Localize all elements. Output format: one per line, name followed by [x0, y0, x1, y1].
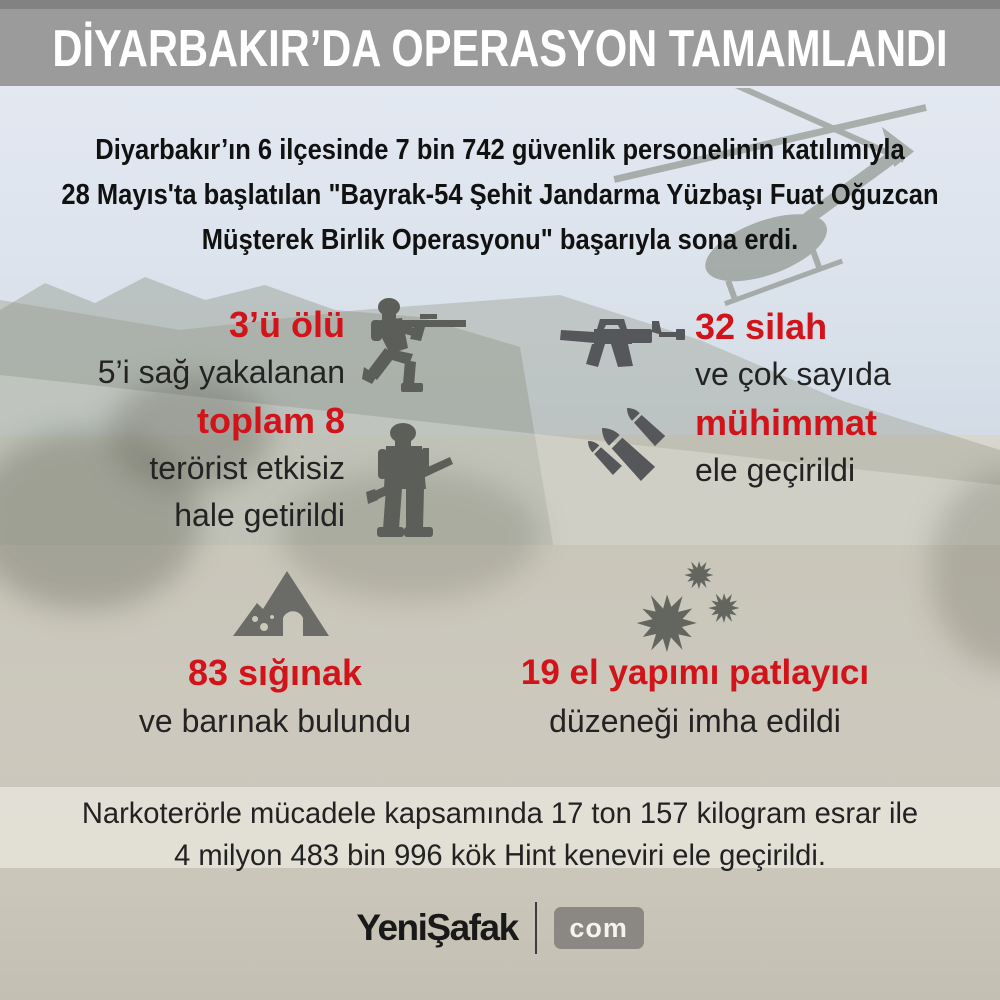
terrorists-neutralized-text-1: terörist etkisiz [149, 450, 345, 486]
com-badge: com [553, 907, 644, 949]
background-soldier-blur [0, 430, 200, 610]
intro-line-3: Müşterek Birlik Operasyonu" başarıyla so… [201, 224, 799, 256]
yenisafak-logo: YeniŞafak [356, 907, 519, 948]
logo-divider [534, 902, 537, 954]
header-bar: DİYARBAKIR’DA OPERASYON TAMAMLANDI [0, 0, 1000, 86]
weapons-count: 32 silah [695, 306, 828, 347]
page-title: DİYARBAKIR’DA OPERASYON TAMAMLANDI [52, 20, 948, 78]
narcotics-line-2: 4 milyon 483 bin 996 kök Hint keneviri e… [174, 839, 826, 872]
narcotics-band [0, 787, 1000, 868]
narcotics-paragraph: Narkoterörle mücadele kapsamında 17 ton … [0, 793, 1000, 877]
intro-line-2: 28 Mayıs'ta başlatılan "Bayrak-54 Şehit … [61, 179, 939, 211]
shelters-stat-block: 83 sığınak ve barınak bulundu [85, 648, 465, 745]
weapons-stat-block: 32 silah ve çok sayıda mühimmat ele geçi… [695, 302, 995, 494]
shelters-count: 83 sığınak [187, 652, 363, 693]
explosions-icon [636, 561, 740, 653]
explosives-destroyed-text: düzeneği imha edildi [549, 703, 841, 739]
intro-line-1: Diyarbakır’ın 6 ilçesinde 7 bin 742 güve… [95, 134, 905, 166]
ammunition-label: mühimmat [695, 402, 878, 443]
standing-soldier-icon [366, 423, 453, 537]
cave-icon [233, 571, 329, 636]
field-background [0, 545, 1000, 1000]
bullets-icon [588, 408, 666, 482]
sky-background [0, 85, 1000, 435]
terrorists-captured-text: 5’i sağ yakalanan [97, 354, 345, 390]
weapons-quantity-text: ve çok sayıda [695, 356, 891, 392]
shelters-found-text: ve barınak bulundu [138, 703, 412, 739]
background-soldier-helmet-blur [110, 375, 270, 490]
terrorists-neutralized-text-2: hale getirildi [174, 497, 345, 533]
ammunition-seized-text: ele geçirildi [695, 452, 856, 488]
terrorists-dead-count: 3’ü ölü [229, 304, 345, 345]
kneeling-soldier-icon [362, 298, 466, 392]
intro-paragraph: Diyarbakır’ın 6 ilçesinde 7 bin 742 güve… [0, 128, 1000, 263]
terrorists-stat-block: 3’ü ölü 5’i sağ yakalanan toplam 8 terör… [0, 300, 345, 539]
rifle-icon [560, 319, 685, 367]
explosives-stat-block: 19 el yapımı patlayıcı düzeneği imha edi… [490, 648, 900, 745]
terrorists-total-count: toplam 8 [196, 400, 345, 441]
helicopter-photo-silhouette [613, 88, 927, 307]
explosives-count: 19 el yapımı patlayıcı [520, 653, 870, 692]
header-top-strip [0, 0, 1000, 9]
narcotics-line-1: Narkoterörle mücadele kapsamında 17 ton … [81, 797, 919, 830]
footer-logo-row: YeniŞafak com [0, 900, 1000, 956]
